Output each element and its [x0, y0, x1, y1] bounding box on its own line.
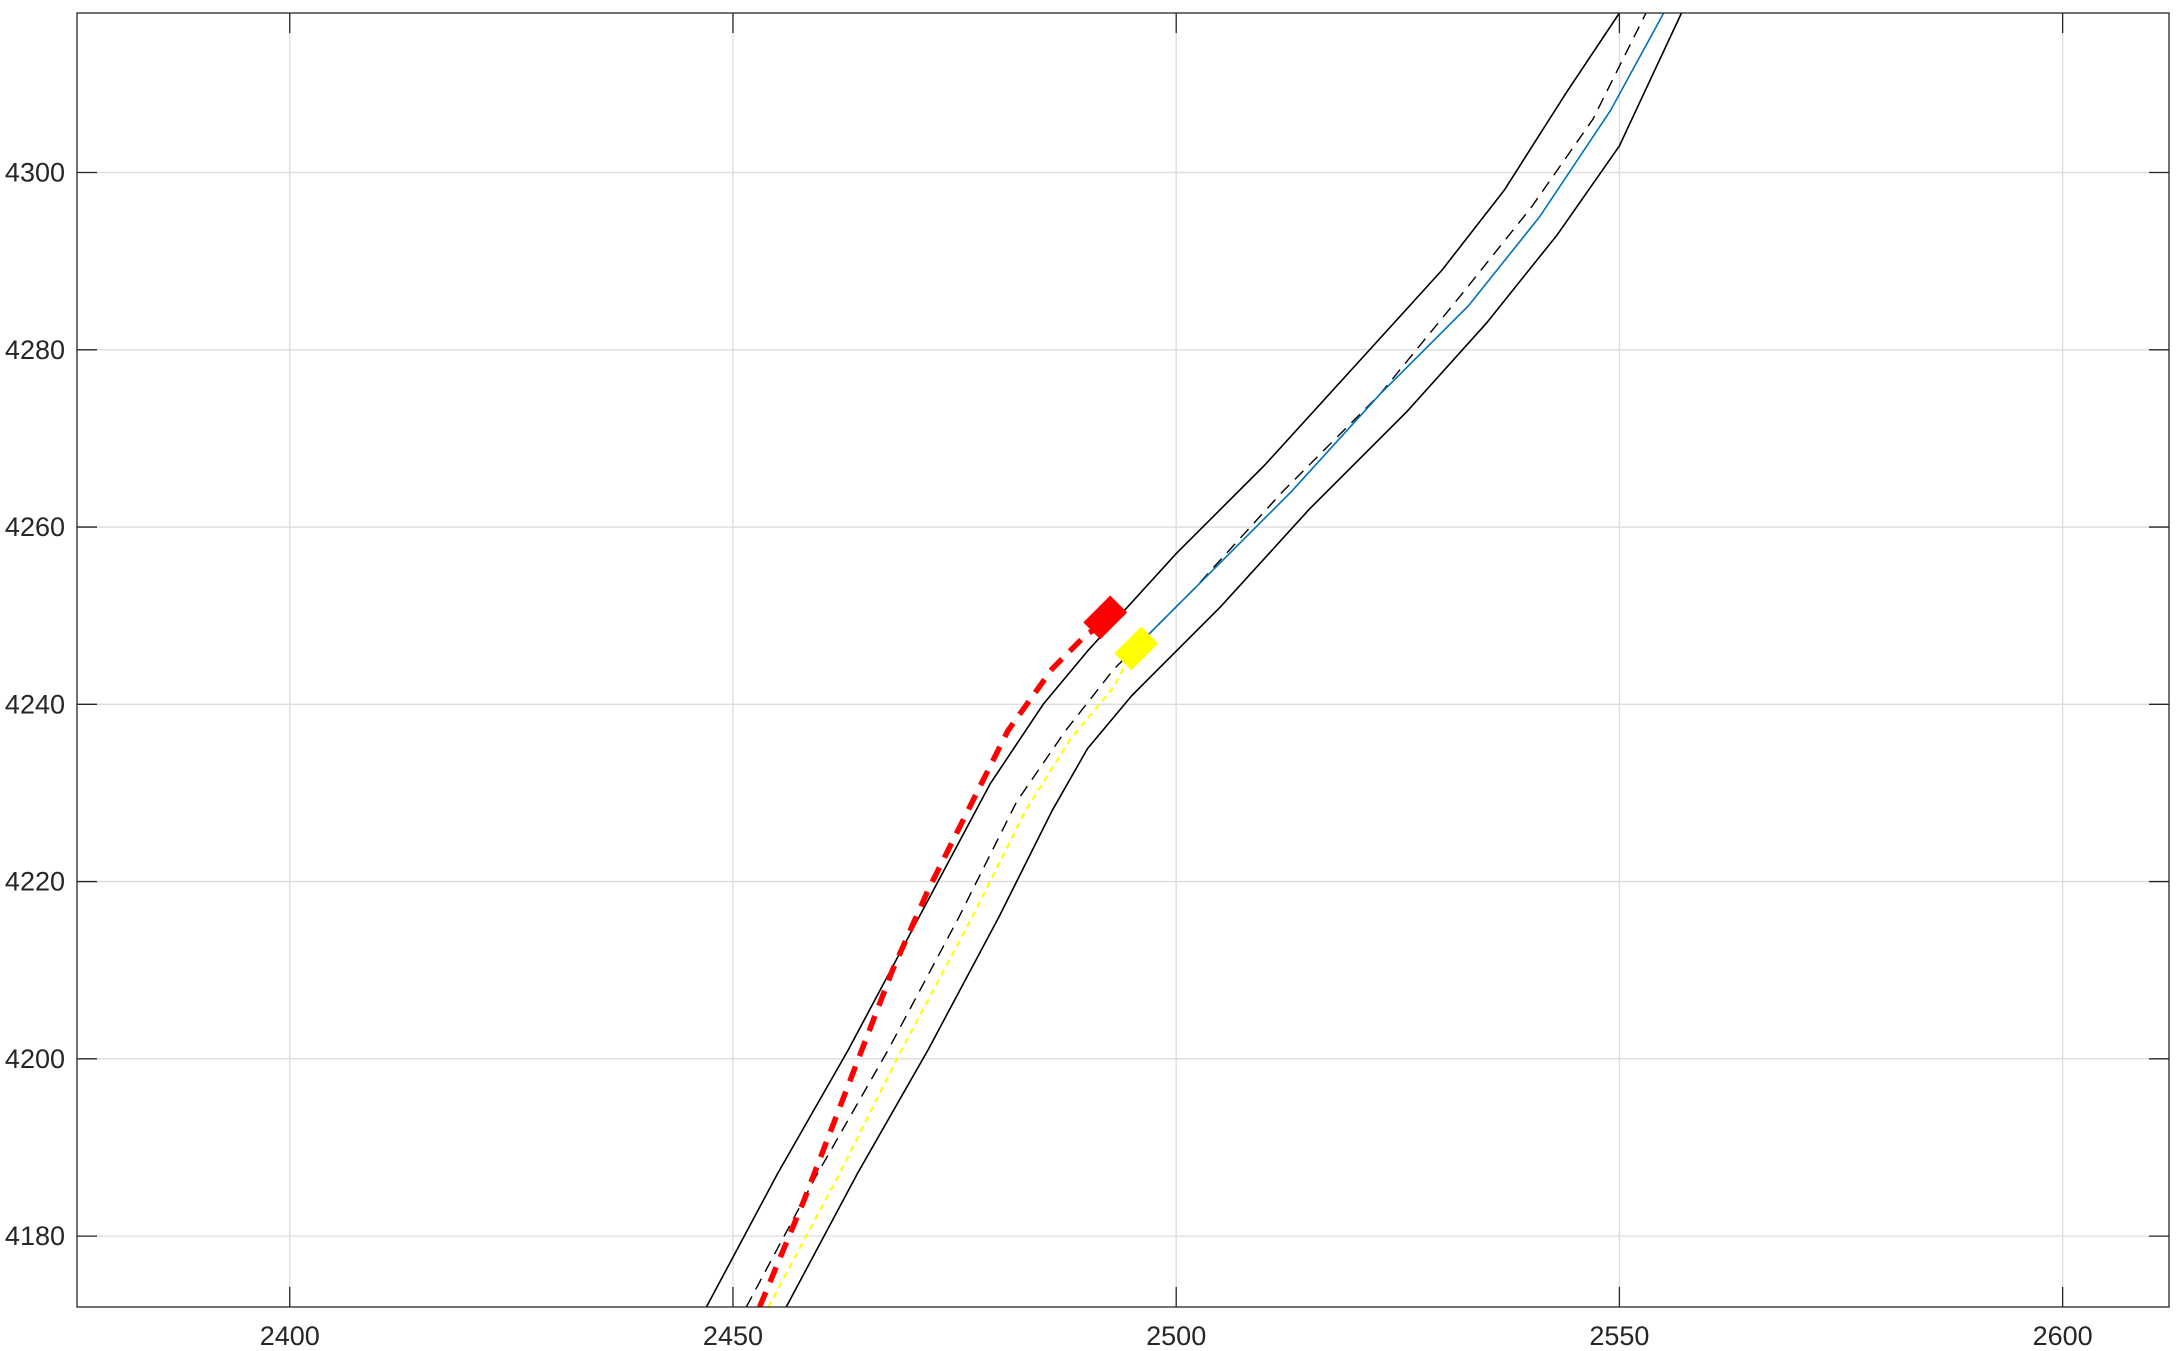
- y-tick-label-4220: 4220: [5, 867, 65, 897]
- y-tick-label-4240: 4240: [5, 689, 65, 719]
- y-tick-label-4280: 4280: [5, 335, 65, 365]
- grid: [77, 13, 2169, 1307]
- series-red_path-5: [757, 622, 1107, 1307]
- x-tick-label-2450: 2450: [703, 1321, 763, 1351]
- series-boundary-1: [785, 13, 1683, 1307]
- data-layer: [705, 13, 1683, 1307]
- x-tick-label-2400: 2400: [260, 1321, 320, 1351]
- yellow-vehicle-marker: [1114, 626, 1159, 671]
- series-boundary-0: [705, 13, 1621, 1307]
- y-tick-label-4300: 4300: [5, 158, 65, 188]
- y-tick-label-4180: 4180: [5, 1221, 65, 1251]
- axis-ticks: [77, 13, 2169, 1307]
- y-tick-label-4200: 4200: [5, 1044, 65, 1074]
- x-tick-label-2600: 2600: [2033, 1321, 2093, 1351]
- series-centerline-2: [745, 13, 1647, 1307]
- y-tick-label-4260: 4260: [5, 512, 65, 542]
- axes-box: [76, 12, 2170, 1308]
- tick-labels: 2400 2450 2500 2550 2600 4180 4200 4220 …: [5, 158, 2093, 1351]
- x-tick-label-2500: 2500: [1146, 1321, 1206, 1351]
- x-tick-label-2550: 2550: [1589, 1321, 1649, 1351]
- red-vehicle-marker: [1083, 595, 1128, 640]
- series-blue_path-3: [1131, 13, 1665, 652]
- series-yellow_path-4: [767, 650, 1133, 1307]
